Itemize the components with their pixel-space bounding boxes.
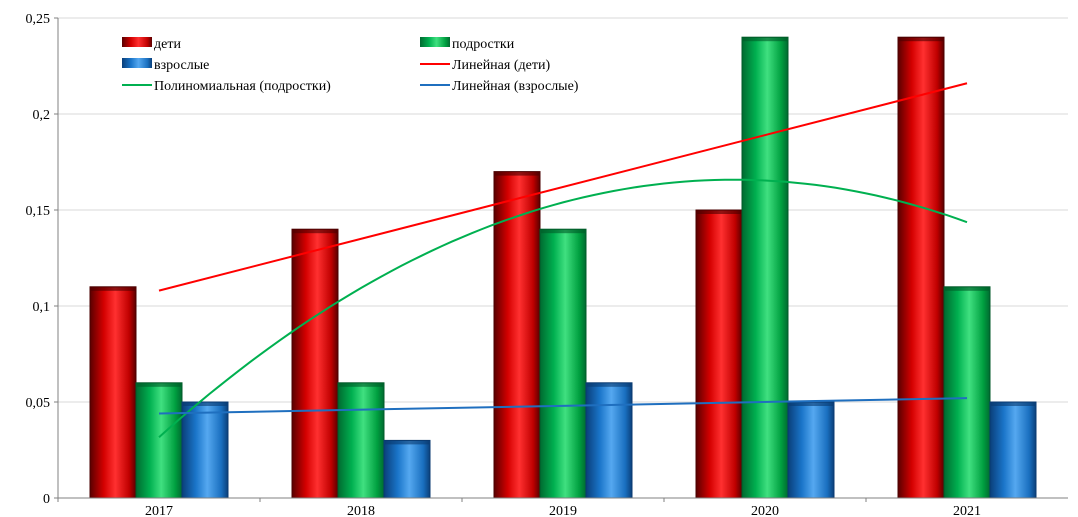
axes xyxy=(57,18,1068,499)
bar-взрослые-2017 xyxy=(181,401,229,499)
x-axis-ticks: 2017 2018 2019 2020 2021 xyxy=(57,498,981,517)
bar-body xyxy=(383,439,431,499)
trendlines xyxy=(158,82,968,438)
legend-label: Линейная (дети) xyxy=(452,58,550,73)
bar-взрослые-2019 xyxy=(585,382,633,499)
bar-top xyxy=(385,440,429,445)
y-tick-label: 0,05 xyxy=(26,396,51,411)
bar-body xyxy=(943,286,991,499)
bar-top xyxy=(743,37,787,42)
bar-подростки-2020 xyxy=(741,36,789,499)
y-tick-label: 0,1 xyxy=(33,300,51,315)
bar-дети-2017 xyxy=(89,286,137,499)
x-tick-label: 2018 xyxy=(347,504,375,517)
y-tick-label: 0,25 xyxy=(26,12,51,27)
bar-top xyxy=(945,286,989,291)
bar-top xyxy=(991,402,1035,406)
y-axis-ticks: 0 0,05 0,1 0,15 0,2 0,25 xyxy=(26,12,58,507)
bar-top xyxy=(293,229,337,234)
legend-label: подростки xyxy=(452,37,515,52)
bar-взрослые-2018 xyxy=(383,439,431,499)
bar-body xyxy=(585,382,633,499)
bar-body xyxy=(181,401,229,499)
x-tick-label: 2020 xyxy=(751,504,779,517)
bar-подростки-2018 xyxy=(337,382,385,499)
bar-body xyxy=(135,382,183,499)
bar-дети-2020 xyxy=(695,209,743,499)
bar-body xyxy=(539,228,587,499)
bar-body xyxy=(787,401,835,499)
legend-item: Линейная (дети) xyxy=(420,58,550,73)
bar-подростки-2017 xyxy=(135,382,183,499)
legend-label: дети xyxy=(154,37,181,52)
bar-body xyxy=(695,209,743,499)
legend-item: дети xyxy=(122,37,181,52)
trendline-Полиномиальная (подростки) xyxy=(158,178,968,438)
trendline-Линейная (взрослые) xyxy=(158,397,968,415)
x-tick-label: 2021 xyxy=(953,504,981,517)
bar-body xyxy=(89,286,137,499)
legend-item: Полиномиальная (подростки) xyxy=(122,79,331,94)
x-tick-label: 2019 xyxy=(549,504,577,517)
legend: дети подростки взрослые Линейная (дети) Поли… xyxy=(122,37,579,94)
bar-взрослые-2021 xyxy=(989,401,1037,499)
bar-top xyxy=(495,171,539,176)
bar-top xyxy=(183,402,227,406)
bar-top xyxy=(91,286,135,291)
bar-top xyxy=(339,382,383,387)
legend-swatch xyxy=(122,37,152,47)
bar-дети-2021 xyxy=(897,36,945,499)
bar-body xyxy=(989,401,1037,499)
bar-top xyxy=(899,37,943,42)
bar-дети-2019 xyxy=(493,171,541,499)
bar-body xyxy=(291,228,339,499)
bar-top xyxy=(137,382,181,387)
bar-body xyxy=(337,382,385,499)
y-tick-label: 0 xyxy=(43,492,50,507)
legend-label: взрослые xyxy=(154,58,209,73)
bar-top xyxy=(587,382,631,387)
bar-top xyxy=(697,210,741,214)
legend-item: Линейная (взрослые) xyxy=(420,79,579,94)
bar-взрослые-2020 xyxy=(787,401,835,499)
legend-item: взрослые xyxy=(122,58,209,73)
bar-подростки-2019 xyxy=(539,228,587,499)
bar-дети-2018 xyxy=(291,228,339,499)
bars xyxy=(89,36,1037,499)
legend-swatch xyxy=(420,37,450,47)
bar-top xyxy=(789,402,833,406)
x-tick-label: 2017 xyxy=(145,504,173,517)
bar-подростки-2021 xyxy=(943,286,991,499)
y-tick-label: 0,15 xyxy=(26,204,51,219)
bar-body xyxy=(493,171,541,499)
bar-top xyxy=(541,229,585,234)
y-tick-label: 0,2 xyxy=(33,108,51,123)
trendline-Линейная (дети) xyxy=(158,82,968,292)
legend-swatch xyxy=(122,58,152,68)
legend-item: подростки xyxy=(420,37,515,52)
legend-label: Полиномиальная (подростки) xyxy=(154,79,331,94)
bar-body xyxy=(897,36,945,499)
bar-body xyxy=(741,36,789,499)
legend-label: Линейная (взрослые) xyxy=(452,79,579,94)
